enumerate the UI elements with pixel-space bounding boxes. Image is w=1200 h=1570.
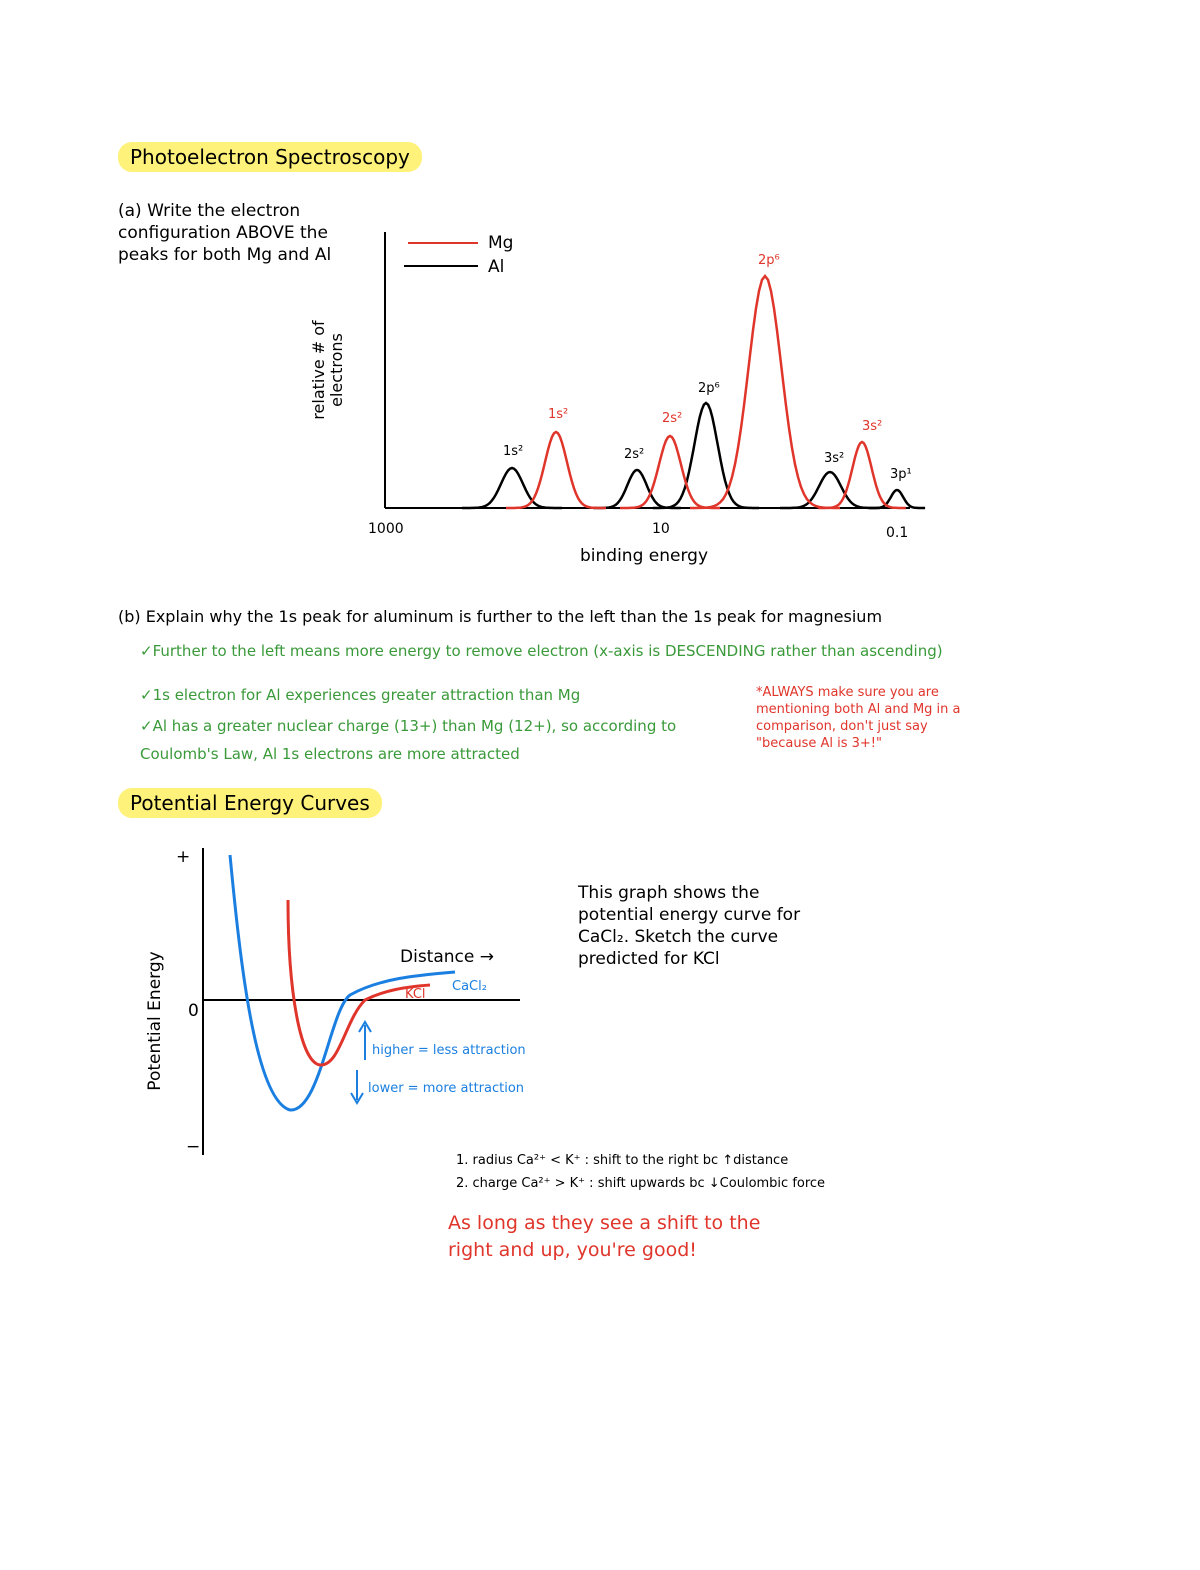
section-title: Photoelectron Spectroscopy	[118, 142, 422, 172]
section-title: Potential Energy Curves	[118, 788, 382, 818]
peak-label: 3s²	[824, 451, 845, 466]
reason: 1. radius Ca²⁺ < K⁺ : shift to the right…	[456, 1153, 789, 1168]
peak	[868, 488, 926, 510]
x-axis-label: Distance →	[400, 947, 494, 967]
reason: 2. charge Ca²⁺ > K⁺ : shift upwards bc ↓…	[456, 1176, 826, 1191]
y-tick-label: +	[176, 847, 191, 867]
answer: ✓1s electron for Al experiences greater …	[140, 686, 581, 704]
arrow-head	[358, 1020, 372, 1033]
note: *ALWAYS make sure you are mentioning bot…	[756, 685, 961, 751]
curve-label: CaCl₂	[452, 979, 487, 994]
peak-label: 2s²	[624, 447, 645, 462]
conclusion: As long as they see a shift to the right…	[448, 1212, 761, 1261]
peak	[652, 401, 760, 510]
peak	[462, 466, 562, 510]
peak-label: 3p¹	[890, 467, 912, 482]
question: (b) Explain why the 1s peak for aluminum…	[118, 607, 883, 626]
annotation: higher = less attraction	[372, 1043, 526, 1058]
cacl2-curve	[228, 854, 456, 1112]
y-tick-label: −	[186, 1137, 201, 1157]
peaks	[462, 273, 926, 510]
x-tick-label: 1000	[368, 521, 404, 537]
peak-label: 3s²	[862, 419, 883, 434]
peak	[780, 470, 880, 510]
arrow-head	[350, 1092, 364, 1105]
peak	[593, 468, 681, 510]
x-axis-label: binding energy	[580, 546, 709, 566]
peak	[818, 440, 906, 510]
x-tick-label: 0.1	[886, 525, 909, 541]
peak	[506, 430, 606, 510]
y-axis-label: relative # of electrons	[309, 320, 346, 420]
legend-entry: Mg	[488, 233, 514, 253]
question: (a) Write the electron configuration ABO…	[118, 201, 332, 265]
peak-label: 1s²	[548, 407, 569, 422]
answer: ✓Al has a greater nuclear charge (13+) t…	[140, 717, 677, 763]
kcl-curve	[286, 899, 431, 1067]
peak-label: 2p⁶	[698, 381, 720, 396]
y-axis-label: Potential Energy	[145, 951, 165, 1091]
peak	[690, 273, 840, 510]
peak-label: 2s²	[662, 411, 683, 426]
annotation: lower = more attraction	[368, 1081, 525, 1096]
curve-label: KCl	[405, 987, 426, 1002]
y-tick-label: 0	[188, 1001, 199, 1021]
peak-label: 2p⁶	[758, 253, 780, 268]
x-tick-label: 10	[652, 521, 670, 537]
legend-entry: Al	[488, 257, 505, 277]
prompt: This graph shows the potential energy cu…	[578, 883, 801, 969]
answer: ✓Further to the left means more energy t…	[140, 642, 943, 660]
peak-label: 1s²	[503, 444, 524, 459]
